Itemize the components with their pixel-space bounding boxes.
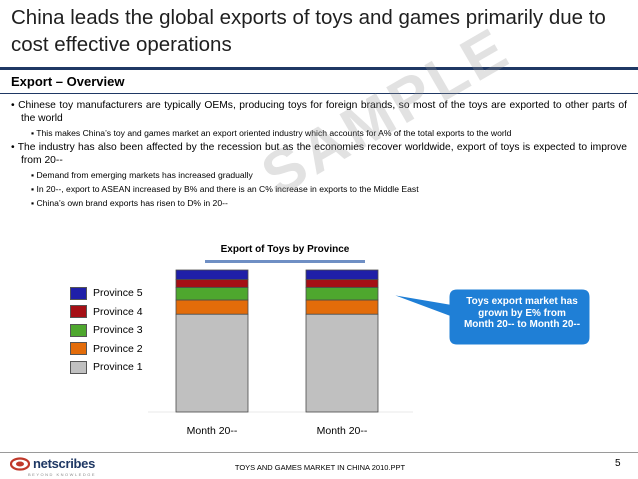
callout-text: Toys export market has grown by E% from …	[463, 296, 581, 330]
chart-title-underline	[205, 260, 365, 263]
legend-swatch	[70, 323, 87, 337]
slide-title: China leads the global exports of toys a…	[11, 6, 606, 56]
x-tick-label: Month 20--	[316, 425, 368, 437]
logo-tagline: BEYOND KNOWLEDGE	[28, 472, 97, 477]
legend-item: Province 1	[70, 358, 143, 377]
sub-bullet-item: ▪ In 20--, export to ASEAN increased by …	[31, 184, 419, 194]
legend-item: Province 2	[70, 340, 143, 359]
logo-swirl-icon	[10, 456, 30, 471]
bar-segment-province-4	[305, 279, 379, 288]
legend-item: Province 3	[70, 321, 143, 340]
footer-divider	[0, 452, 638, 453]
logo-text: netscribes	[33, 456, 96, 471]
legend-label: Province 1	[93, 361, 143, 374]
section-heading: Export – Overview	[11, 74, 125, 89]
netscribes-logo: netscribes	[10, 456, 95, 471]
legend-swatch	[70, 360, 87, 374]
sub-bullet-item: ▪ Demand from emerging markets has incre…	[31, 170, 253, 180]
bar-segment-province-3	[305, 286, 379, 301]
legend-swatch	[70, 342, 87, 356]
bar-group	[175, 269, 379, 413]
legend-label: Province 4	[93, 305, 143, 318]
legend-label: Province 2	[93, 342, 143, 355]
footer-document-name: TOYS AND GAMES MARKET IN CHINA 2010.PPT	[234, 463, 406, 472]
legend-label: Province 3	[93, 324, 143, 337]
bar-segment-province-5	[305, 269, 379, 280]
legend-swatch	[70, 305, 87, 319]
page-number: 5	[615, 458, 621, 469]
bar-segment-province-5	[175, 269, 249, 280]
bar-segment-province-2	[175, 299, 249, 315]
x-tick-label: Month 20--	[186, 425, 238, 437]
bullet-list: • Chinese toy manufacturers are typicall…	[11, 99, 627, 211]
section-divider	[0, 93, 638, 94]
bullet-item: • Chinese toy manufacturers are typicall…	[11, 100, 627, 124]
legend-swatch	[70, 286, 87, 300]
legend-item: Province 4	[70, 303, 143, 322]
chart-title: Export of Toys by Province	[220, 244, 350, 255]
bar-segment-province-2	[305, 299, 379, 315]
bar-segment-province-4	[175, 279, 249, 288]
bar-segment-province-1	[305, 313, 379, 413]
sub-bullet-item: ▪ China’s own brand exports has risen to…	[31, 198, 228, 208]
title-divider	[0, 67, 638, 70]
legend-label: Province 5	[93, 287, 143, 300]
bar-segment-province-1	[175, 313, 249, 413]
bullet-item: • The industry has also been affected by…	[11, 142, 627, 166]
legend-item: Province 5	[70, 284, 143, 303]
sub-bullet-item: ▪ This makes China’s toy and games marke…	[31, 128, 512, 138]
callout-bubble	[389, 288, 591, 346]
bar-segment-province-3	[175, 286, 249, 301]
chart-legend: Province 5 Province 4 Province 3 Province 2…	[70, 284, 143, 377]
